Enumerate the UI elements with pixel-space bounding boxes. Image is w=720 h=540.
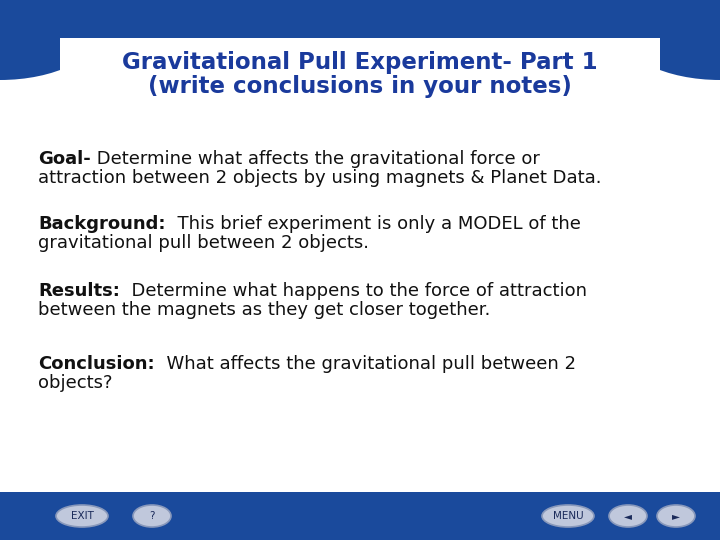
Bar (0, 40, 720, 490)
Text: ?: ? (149, 511, 155, 521)
Text: between the magnets as they get closer together.: between the magnets as they get closer t… (38, 301, 490, 319)
Bar (0, 492, 720, 540)
Text: Determine what happens to the force of attraction: Determine what happens to the force of a… (120, 282, 587, 300)
Text: Gravitational Pull Experiment- Part 1: Gravitational Pull Experiment- Part 1 (122, 51, 598, 73)
Bar (0, 498, 720, 540)
Text: ►: ► (672, 511, 680, 521)
Ellipse shape (609, 505, 647, 527)
Text: MENU: MENU (553, 511, 583, 521)
Bar (0, 0, 720, 38)
Bar (60, 38, 660, 70)
Text: This brief experiment is only a MODEL of the: This brief experiment is only a MODEL of… (166, 215, 580, 233)
Ellipse shape (133, 505, 171, 527)
Text: Conclusion:: Conclusion: (38, 355, 155, 373)
Text: Forces: Forces (10, 9, 87, 29)
Ellipse shape (0, 0, 720, 65)
Text: Results:: Results: (38, 282, 120, 300)
Text: What affects the gravitational pull between 2: What affects the gravitational pull betw… (155, 355, 575, 373)
Ellipse shape (0, 0, 100, 80)
Text: gravitational pull between 2 objects.: gravitational pull between 2 objects. (38, 234, 369, 252)
Text: Background:: Background: (38, 215, 166, 233)
Text: attraction between 2 objects by using magnets & Planet Data.: attraction between 2 objects by using ma… (38, 169, 601, 187)
Text: (write conclusions in your notes): (write conclusions in your notes) (148, 75, 572, 98)
Ellipse shape (620, 0, 720, 80)
Ellipse shape (657, 505, 695, 527)
Text: ◄: ◄ (624, 511, 632, 521)
Ellipse shape (56, 505, 108, 527)
Text: EXIT: EXIT (71, 511, 94, 521)
Text: Determine what affects the gravitational force or: Determine what affects the gravitational… (91, 150, 539, 168)
Text: objects?: objects? (38, 374, 112, 392)
Ellipse shape (0, 437, 720, 517)
Ellipse shape (542, 505, 594, 527)
Text: Goal-: Goal- (38, 150, 91, 168)
